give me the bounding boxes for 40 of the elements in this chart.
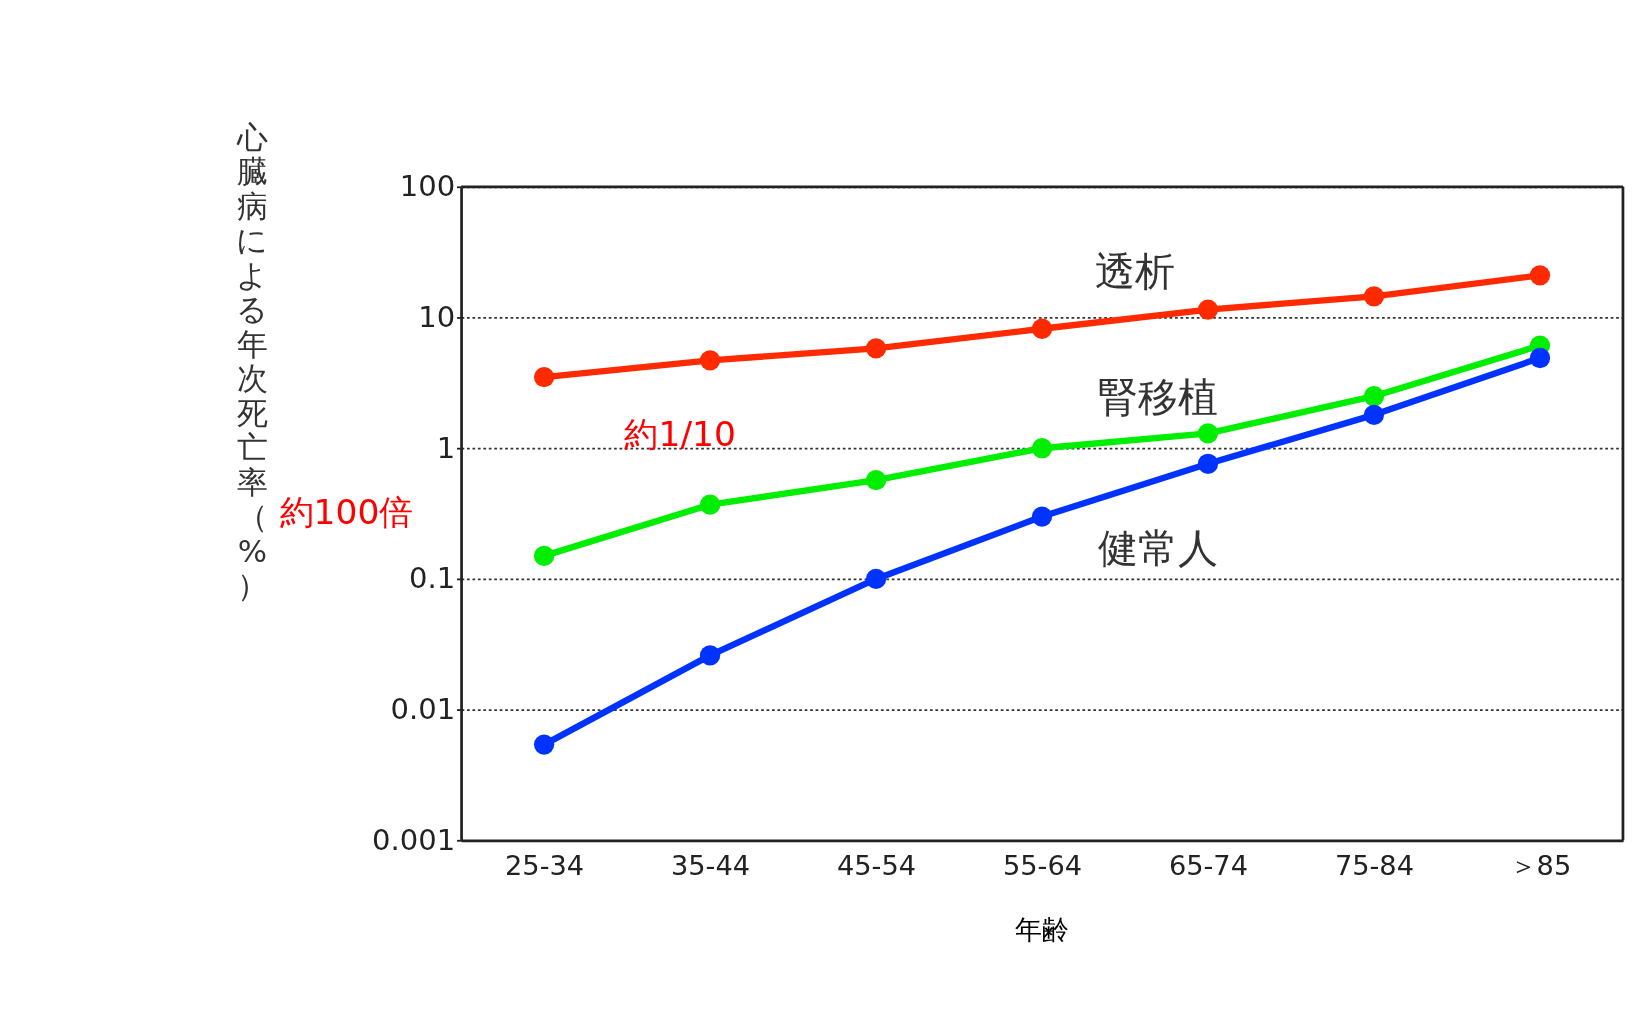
point <box>1529 347 1551 369</box>
y-tick-label: 0.01 <box>390 692 456 727</box>
y-tick-label: 0.1 <box>409 561 456 596</box>
y-tick-label: 0.001 <box>372 822 456 857</box>
point <box>1363 404 1385 425</box>
point <box>699 645 721 666</box>
x-tick-label: 55-64 <box>1002 850 1083 882</box>
point <box>699 494 721 515</box>
x-tick-label: 45-54 <box>836 850 917 882</box>
y-tick-label: 100 <box>399 169 456 204</box>
text: 約100倍 <box>279 491 414 532</box>
point <box>1031 438 1053 459</box>
point <box>533 366 555 388</box>
point <box>1363 386 1385 407</box>
x-tick-label: ＞85 <box>1509 850 1572 882</box>
point <box>1031 318 1053 339</box>
point <box>1031 506 1053 527</box>
point <box>865 470 887 491</box>
x-tick-label: 25-34 <box>505 850 585 882</box>
point <box>1197 423 1219 444</box>
y-tick-label: 1 <box>436 430 456 465</box>
y-tick-label: 10 <box>418 300 456 335</box>
point <box>699 350 721 371</box>
point <box>1197 299 1219 320</box>
point <box>533 734 555 755</box>
text: 心臓病による年次死亡率（%） <box>236 118 269 604</box>
point <box>1197 453 1219 474</box>
x-tick-label: 75-84 <box>1334 850 1414 882</box>
annotation: 約1/10 <box>624 414 736 455</box>
series-label: 健常人 <box>1098 524 1219 571</box>
series-label: 透析 <box>1095 248 1176 295</box>
point <box>865 338 887 359</box>
series-label: 腎移植 <box>1098 373 1219 420</box>
point <box>533 545 555 567</box>
point <box>865 568 887 590</box>
x-tick-label: 65-74 <box>1168 850 1249 882</box>
x-axis-title: 年齢 <box>1015 913 1070 945</box>
x-tick-label: 35-44 <box>670 850 751 882</box>
point <box>1363 286 1385 307</box>
point <box>1529 265 1551 286</box>
